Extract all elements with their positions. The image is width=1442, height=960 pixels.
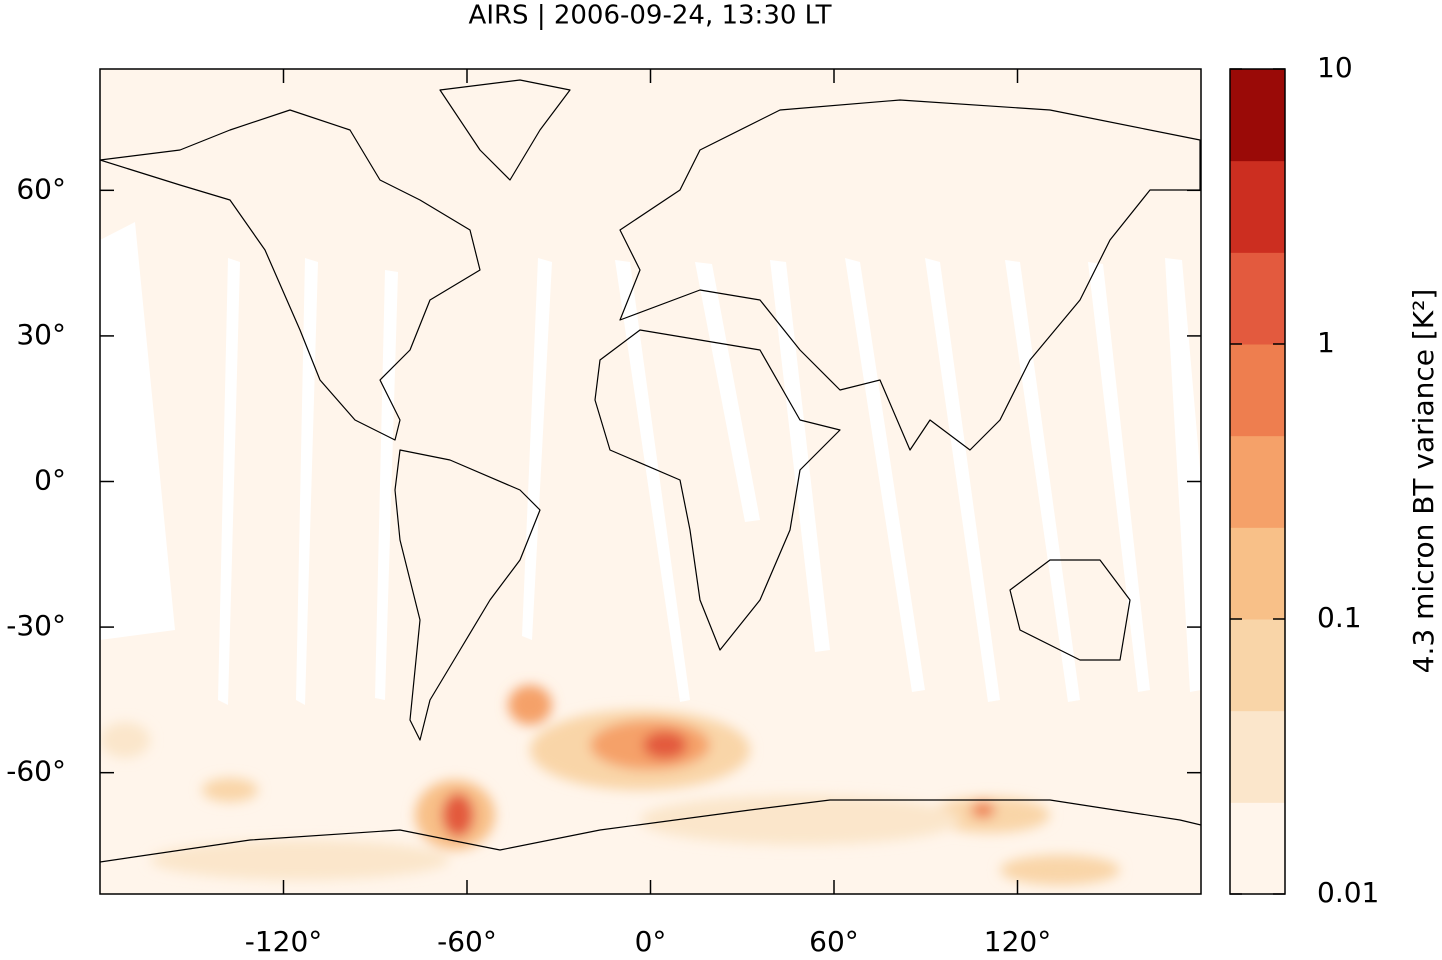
y-tick-label: 30° xyxy=(16,318,66,351)
colorbar-level xyxy=(1230,69,1285,162)
variance-blobs xyxy=(100,685,1120,885)
colorbar-tick-label: 0.1 xyxy=(1317,601,1362,634)
colorbar-level xyxy=(1230,710,1285,803)
x-tick-label: 120° xyxy=(984,925,1051,956)
colorbar-level xyxy=(1230,160,1285,253)
colorbar-level xyxy=(1230,344,1285,437)
x-tick-label: 60° xyxy=(809,925,859,956)
y-tick-label: 0° xyxy=(34,464,66,497)
y-tick-label: 60° xyxy=(16,172,66,205)
colorbar-tick-label: 10 xyxy=(1317,51,1353,84)
colorbar-level xyxy=(1230,802,1285,895)
y-tick-label: -60° xyxy=(6,755,66,788)
coastlines xyxy=(100,79,1201,863)
colorbar-level xyxy=(1230,527,1285,620)
x-tick-label: -60° xyxy=(437,925,497,956)
data-gaps xyxy=(100,222,1201,705)
x-tick-label: 0° xyxy=(635,925,667,956)
chart-title: AIRS | 2006-09-24, 13:30 LT xyxy=(469,1,832,31)
colorbar-tick-label: 1 xyxy=(1317,326,1335,359)
x-tick-label: -120° xyxy=(245,925,323,956)
map-field xyxy=(100,69,1201,894)
colorbar-level xyxy=(1230,435,1285,528)
colorbar-frame xyxy=(1229,68,1286,895)
colorbar-level xyxy=(1230,252,1285,345)
colorbar xyxy=(1230,68,1285,895)
y-tick-label: -30° xyxy=(6,609,66,642)
colorbar-tick-label: 0.01 xyxy=(1317,876,1379,909)
colorbar-label: 4.3 micron BT variance [K²] xyxy=(1407,289,1440,674)
colorbar-level xyxy=(1230,619,1285,712)
